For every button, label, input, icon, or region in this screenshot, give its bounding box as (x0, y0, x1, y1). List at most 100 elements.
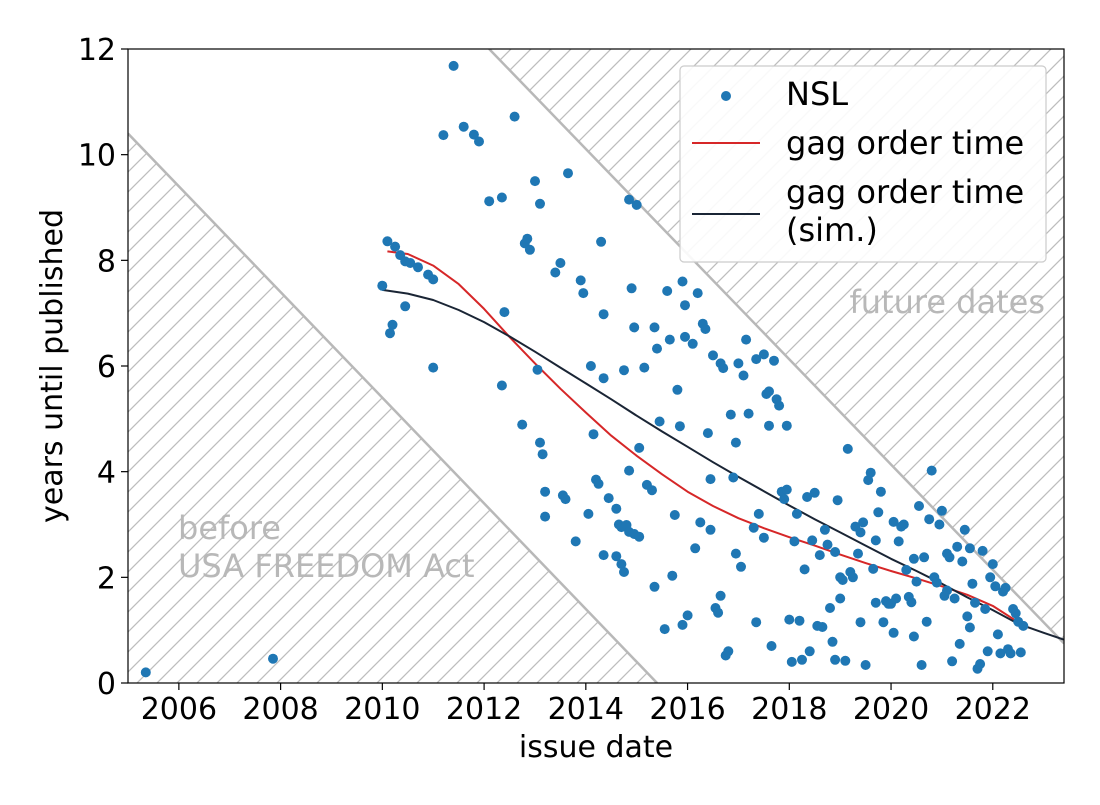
nsl-data-point (723, 646, 734, 657)
nsl-data-point (840, 655, 851, 666)
nsl-data-point (888, 516, 899, 527)
nsl-data-point (781, 420, 792, 431)
nsl-data-point (677, 276, 688, 287)
y-tick-label: 2 (97, 561, 116, 596)
nsl-data-point (873, 507, 884, 518)
nsl-data-point (713, 607, 724, 618)
region-label-future-dates: future dates (849, 283, 1045, 321)
nsl-data-point (730, 548, 741, 559)
nsl-data-point (797, 654, 807, 665)
nsl-data-point (764, 386, 774, 397)
nsl-data-point (733, 358, 744, 369)
nsl-data-point (598, 309, 609, 320)
legend-frame (679, 65, 1047, 263)
nsl-data-point (753, 508, 764, 519)
nsl-data-point (708, 350, 718, 361)
nsl-data-point (855, 527, 866, 538)
nsl-data-point (702, 428, 713, 439)
nsl-data-point (667, 570, 678, 581)
nsl-data-point (947, 656, 958, 667)
nsl-data-point (664, 334, 675, 345)
nsl-data-point (766, 641, 777, 651)
legend-marker-nsl (721, 91, 731, 101)
legend-label-sim-line-2: (sim.) (786, 211, 878, 249)
nsl-data-point (669, 510, 680, 520)
x-tick-label: 2016 (649, 692, 725, 727)
nsl-data-point (682, 610, 693, 621)
nsl-data-point (924, 514, 935, 525)
nsl-data-point (1000, 582, 1011, 593)
nsl-data-point (807, 535, 818, 546)
nsl-data-point (555, 258, 566, 268)
x-tick-label: 2006 (141, 692, 217, 727)
nsl-data-point (957, 556, 968, 567)
nsl-data-point (1015, 647, 1026, 658)
y-tick-label: 0 (97, 667, 116, 702)
nsl-data-point (906, 597, 917, 608)
nsl-data-point (819, 524, 830, 535)
nsl-data-point (842, 443, 853, 454)
nsl-data-point (814, 550, 825, 561)
nsl-data-point (377, 280, 388, 291)
nsl-data-point (914, 501, 924, 511)
nsl-data-point (860, 660, 871, 670)
y-axis-label: years until published (35, 209, 70, 523)
nsl-data-point (563, 168, 573, 179)
nsl-data-point (634, 442, 645, 453)
nsl-data-point (583, 508, 594, 519)
nsl-data-point (619, 567, 629, 577)
nsl-data-point (751, 617, 762, 628)
nsl-data-point (995, 648, 1006, 659)
nsl-data-point (611, 551, 622, 562)
nsl-data-point (522, 233, 533, 244)
nsl-data-point (575, 275, 586, 286)
nsl-data-point (934, 519, 945, 530)
nsl-data-point (715, 590, 726, 601)
nsl-data-point (692, 288, 703, 299)
nsl-data-point (690, 543, 701, 554)
nsl-data-point (743, 408, 754, 419)
nsl-data-point (791, 508, 802, 519)
nsl-data-point (725, 409, 736, 420)
nsl-data-point (888, 627, 899, 638)
nsl-data-point (954, 638, 965, 649)
x-axis-label: issue date (519, 730, 673, 765)
nsl-data-point (1018, 620, 1029, 631)
nsl-data-point (405, 258, 416, 268)
nsl-data-point (774, 400, 785, 411)
nsl-data-point (830, 547, 841, 557)
nsl-data-point (535, 437, 545, 448)
nsl-data-point (428, 274, 439, 285)
y-tick-label: 6 (97, 350, 116, 385)
nsl-data-point (825, 603, 835, 613)
nsl-data-point (992, 629, 1003, 640)
nsl-data-point (509, 111, 520, 122)
nsl-data-point (540, 486, 551, 497)
nsl-data-point (827, 636, 838, 647)
nsl-data-point (535, 198, 545, 209)
nsl-data-point (758, 532, 769, 543)
nsl-data-point (878, 617, 889, 628)
nsl-data-point (570, 536, 581, 547)
nsl-data-point (964, 622, 975, 633)
nsl-data-point (474, 136, 484, 147)
y-tick-label: 8 (97, 244, 116, 279)
nsl-data-point (496, 192, 507, 203)
nsl-data-point (784, 614, 795, 625)
nsl-data-point (786, 656, 797, 667)
nsl-data-point (659, 624, 670, 635)
nsl-data-point (700, 324, 711, 334)
nsl-data-point (901, 564, 912, 575)
nsl-data-point (596, 236, 607, 247)
nsl-data-point (875, 486, 886, 497)
nsl-data-point (830, 654, 841, 665)
x-tick-label: 2022 (955, 692, 1031, 727)
nsl-data-point (718, 363, 729, 374)
nsl-data-point (789, 536, 800, 547)
nsl-data-point (468, 129, 479, 140)
nsl-data-point (822, 539, 833, 550)
nsl-data-point (779, 494, 790, 505)
nsl-data-point (870, 535, 881, 546)
nsl-data-point (652, 343, 662, 354)
